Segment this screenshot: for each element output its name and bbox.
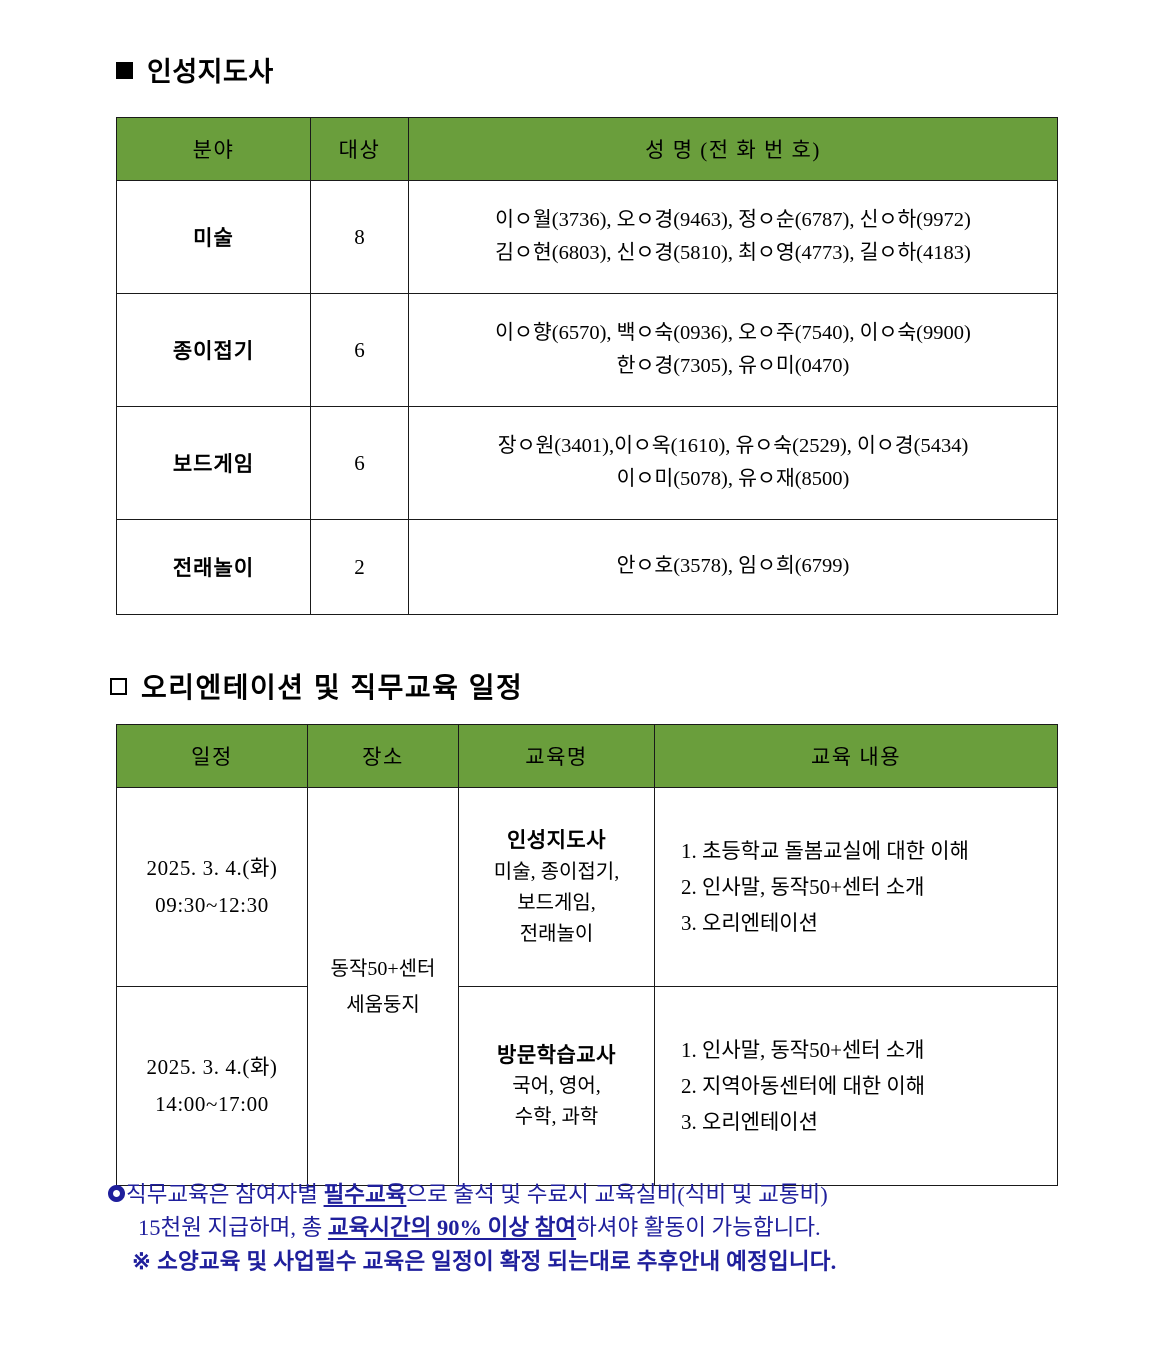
schedule-course-subject: 수학, 과학 bbox=[514, 1106, 599, 1129]
roster-field-cell: 전래놀이 bbox=[116, 519, 311, 615]
schedule-table: 일정 장소 교육명 교육 내용 2025. 3. 4.(화) 09:30~12:… bbox=[116, 724, 1058, 1186]
schedule-header-place-label: 장소 bbox=[362, 745, 404, 769]
table-row: 2025. 3. 4.(화) 14:00~17:00 방문학습교사 국어, 영어… bbox=[116, 986, 1058, 1186]
hollow-square-icon bbox=[110, 678, 127, 695]
roster-names-line: 장ㅇ원(3401),이ㅇ옥(1610), 유ㅇ숙(2529), 이ㅇ경(5434… bbox=[497, 434, 969, 457]
schedule-content-line: 2. 인사말, 동작50+센터 소개 bbox=[681, 874, 925, 899]
schedule-place-line1: 동작50+센터 bbox=[330, 957, 436, 980]
roster-names-line: 김ㅇ현(6803), 신ㅇ경(5810), 최ㅇ영(4773), 길ㅇ하(418… bbox=[495, 242, 971, 264]
schedule-course-subject: 보드게임, bbox=[517, 891, 596, 914]
schedule-course-cell: 인성지도사 미술, 종이접기, 보드게임, 전래놀이 bbox=[458, 787, 655, 987]
schedule-content-line: 3. 오리엔테이션 bbox=[681, 1110, 818, 1135]
schedule-content-line: 2. 지역아동센터에 대한 이해 bbox=[681, 1073, 926, 1098]
roster-names-line: 안ㅇ호(3578), 임ㅇ희(6799) bbox=[616, 555, 850, 578]
footnote-2-pre: 15천원 지급하며, 총 bbox=[138, 1215, 328, 1241]
roster-table: 분야 대상 성 명 (전 화 번 호) 미술 8 이ㅇ월(3736), 오ㅇ경(… bbox=[116, 117, 1058, 615]
reference-mark-icon: ※ bbox=[132, 1248, 152, 1274]
table-row: 미술 8 이ㅇ월(3736), 오ㅇ경(9463), 정ㅇ순(6787), 신ㅇ… bbox=[116, 180, 1058, 294]
schedule-content-cell: 1. 인사말, 동작50+센터 소개 2. 지역아동센터에 대한 이해 3. 오… bbox=[654, 986, 1058, 1186]
roster-count-cell: 6 bbox=[310, 406, 409, 520]
footnote-1-emphasis: 필수교육 bbox=[323, 1182, 407, 1207]
section-heading-schedule: 오리엔테이션 및 직무교육 일정 bbox=[110, 666, 523, 706]
roster-names-cell: 이ㅇ월(3736), 오ㅇ경(9463), 정ㅇ순(6787), 신ㅇ하(997… bbox=[408, 180, 1058, 294]
schedule-course-title: 방문학습교사 bbox=[497, 1042, 616, 1067]
schedule-date-cell: 2025. 3. 4.(화) 14:00~17:00 bbox=[116, 986, 308, 1186]
roster-field-cell: 미술 bbox=[116, 180, 311, 294]
roster-header-field-label: 분야 bbox=[192, 138, 235, 162]
schedule-content-line: 1. 인사말, 동작50+센터 소개 bbox=[681, 1037, 925, 1062]
schedule-course-title: 인성지도사 bbox=[506, 828, 607, 853]
schedule-place-cell: 동작50+센터 세움둥지 bbox=[307, 787, 459, 1186]
table-row: 보드게임 6 장ㅇ원(3401),이ㅇ옥(1610), 유ㅇ숙(2529), 이… bbox=[116, 406, 1058, 520]
schedule-header-date: 일정 bbox=[116, 724, 308, 788]
section-heading-schedule-label: 오리엔테이션 및 직무교육 일정 bbox=[141, 672, 524, 703]
roster-count-cell: 2 bbox=[310, 519, 409, 615]
roster-header-names: 성 명 (전 화 번 호) bbox=[408, 117, 1058, 181]
footnote-2-emphasis: 교육시간의 90% 이상 참여 bbox=[327, 1215, 577, 1241]
roster-names-cell: 안ㅇ호(3578), 임ㅇ희(6799) bbox=[408, 519, 1058, 615]
roster-table-header-row: 분야 대상 성 명 (전 화 번 호) bbox=[116, 117, 1058, 181]
schedule-header-content-label: 교육 내용 bbox=[810, 745, 902, 769]
footnote-line-3: ※ 소양교육 및 사업필수 교육은 일정이 확정 되는대로 추후안내 예정입니다. bbox=[108, 1245, 1068, 1278]
roster-names-line: 이ㅇ월(3736), 오ㅇ경(9463), 정ㅇ순(6787), 신ㅇ하(997… bbox=[495, 208, 971, 231]
schedule-header-content: 교육 내용 bbox=[654, 724, 1058, 788]
table-row: 2025. 3. 4.(화) 09:30~12:30 동작50+센터 세움둥지 … bbox=[116, 787, 1058, 1186]
footnote-3-text: 소양교육 및 사업필수 교육은 일정이 확정 되는대로 추후안내 예정입니다. bbox=[157, 1248, 837, 1274]
roster-field-cell: 종이접기 bbox=[116, 293, 311, 407]
section-heading-roster: 인성지도사 bbox=[116, 50, 274, 89]
roster-header-count: 대상 bbox=[310, 117, 409, 181]
schedule-date-cell: 2025. 3. 4.(화) 09:30~12:30 bbox=[116, 787, 308, 987]
footnote-2-post: 하셔야 활동이 가능합니다. bbox=[576, 1215, 821, 1241]
schedule-time-value: 14:00~17:00 bbox=[155, 1092, 269, 1116]
schedule-table-header-row: 일정 장소 교육명 교육 내용 bbox=[116, 724, 1058, 788]
roster-names-cell: 이ㅇ향(6570), 백ㅇ숙(0936), 오ㅇ주(7540), 이ㅇ숙(990… bbox=[408, 293, 1058, 407]
footnote-line-2: 15천원 지급하며, 총 교육시간의 90% 이상 참여하셔야 활동이 가능합니… bbox=[108, 1211, 1068, 1244]
roster-names-cell: 장ㅇ원(3401),이ㅇ옥(1610), 유ㅇ숙(2529), 이ㅇ경(5434… bbox=[408, 406, 1058, 520]
roster-header-field: 분야 bbox=[116, 117, 311, 181]
roster-count-cell: 8 bbox=[310, 180, 409, 294]
filled-square-icon bbox=[116, 62, 133, 79]
schedule-date-value: 2025. 3. 4.(화) bbox=[146, 856, 278, 881]
schedule-content-cell: 1. 초등학교 돌봄교실에 대한 이해 2. 인사말, 동작50+센터 소개 3… bbox=[654, 787, 1058, 987]
roster-names-line: 이ㅇ향(6570), 백ㅇ숙(0936), 오ㅇ주(7540), 이ㅇ숙(990… bbox=[495, 321, 971, 344]
footnote-line-1: 직무교육은 참여자별 필수교육으로 출석 및 수료시 교육실비(식비 및 교통비… bbox=[108, 1178, 1068, 1211]
schedule-header-date-label: 일정 bbox=[191, 745, 233, 769]
roster-header-names-label: 성 명 (전 화 번 호) bbox=[645, 138, 821, 162]
ring-bullet-icon bbox=[108, 1185, 125, 1202]
section-heading-roster-label: 인성지도사 bbox=[147, 57, 274, 87]
roster-names-line: 한ㅇ경(7305), 유ㅇ미(0470) bbox=[616, 355, 850, 377]
schedule-course-cell: 방문학습교사 국어, 영어, 수학, 과학 bbox=[458, 986, 655, 1186]
footnotes: 직무교육은 참여자별 필수교육으로 출석 및 수료시 교육실비(식비 및 교통비… bbox=[108, 1178, 1068, 1278]
table-row: 종이접기 6 이ㅇ향(6570), 백ㅇ숙(0936), 오ㅇ주(7540), … bbox=[116, 293, 1058, 407]
schedule-date-value: 2025. 3. 4.(화) bbox=[146, 1055, 278, 1080]
schedule-course-subject: 미술, 종이접기, bbox=[493, 860, 620, 883]
schedule-header-course-label: 교육명 bbox=[525, 745, 588, 769]
schedule-course-subject: 전래놀이 bbox=[519, 922, 594, 945]
footnote-1-pre: 직무교육은 참여자별 bbox=[126, 1182, 324, 1207]
schedule-place-line2: 세움둥지 bbox=[346, 993, 420, 1016]
schedule-time-value: 09:30~12:30 bbox=[155, 893, 269, 917]
roster-header-count-label: 대상 bbox=[338, 138, 381, 162]
roster-field-cell: 보드게임 bbox=[116, 406, 311, 520]
roster-names-line: 이ㅇ미(5078), 유ㅇ재(8500) bbox=[616, 468, 850, 490]
schedule-content-line: 3. 오리엔테이션 bbox=[681, 911, 818, 936]
footnote-1-post: 으로 출석 및 수료시 교육실비(식비 및 교통비) bbox=[406, 1182, 828, 1207]
roster-count-cell: 6 bbox=[310, 293, 409, 407]
schedule-header-course: 교육명 bbox=[458, 724, 655, 788]
schedule-header-place: 장소 bbox=[307, 724, 459, 788]
schedule-course-subject: 국어, 영어, bbox=[512, 1075, 601, 1098]
table-row: 전래놀이 2 안ㅇ호(3578), 임ㅇ희(6799) bbox=[116, 519, 1058, 615]
schedule-content-line: 1. 초등학교 돌봄교실에 대한 이해 bbox=[681, 838, 969, 863]
